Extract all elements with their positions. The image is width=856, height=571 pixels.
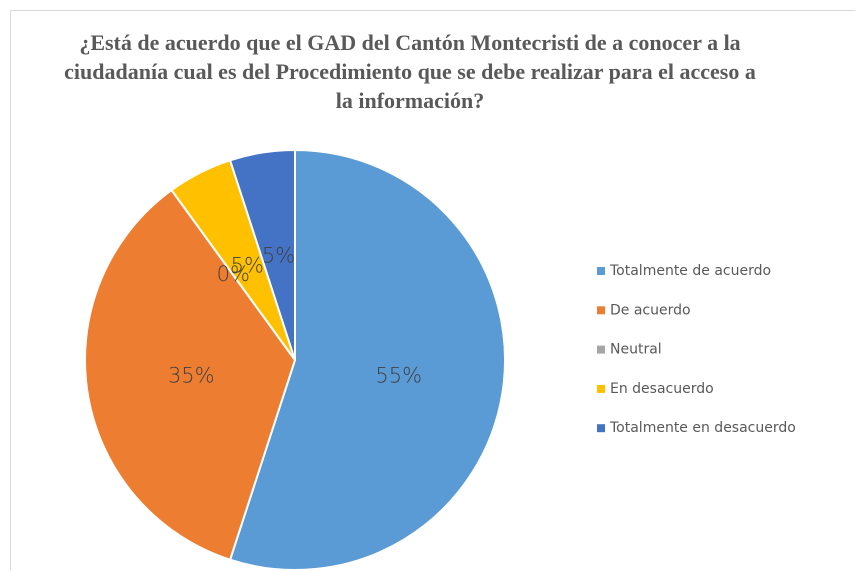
legend-swatch	[597, 424, 605, 433]
data-label: 5%	[231, 253, 264, 277]
legend-label: En desacuerdo	[610, 381, 714, 397]
legend-label: Neutral	[610, 342, 662, 358]
legend-swatch	[597, 345, 605, 354]
data-label: 5%	[262, 243, 295, 267]
legend-swatch	[597, 306, 605, 315]
pie-slice	[228, 148, 296, 361]
legend-swatch	[597, 384, 605, 393]
chart-title: ¿Está de acuerdo que el GAD del Cantón M…	[64, 30, 756, 113]
legend-label: Totalmente de acuerdo	[609, 263, 771, 279]
pie-slice	[84, 188, 297, 561]
chart-frame	[10, 10, 855, 570]
data-label: 35%	[168, 363, 215, 387]
pie-slice	[228, 148, 506, 571]
legend-label: Totalmente en desacuerdo	[609, 420, 796, 436]
data-label: 55%	[375, 363, 422, 387]
legend-swatch	[597, 267, 605, 275]
legend-label: De acuerdo	[610, 302, 691, 318]
data-label: 0%	[217, 262, 250, 286]
